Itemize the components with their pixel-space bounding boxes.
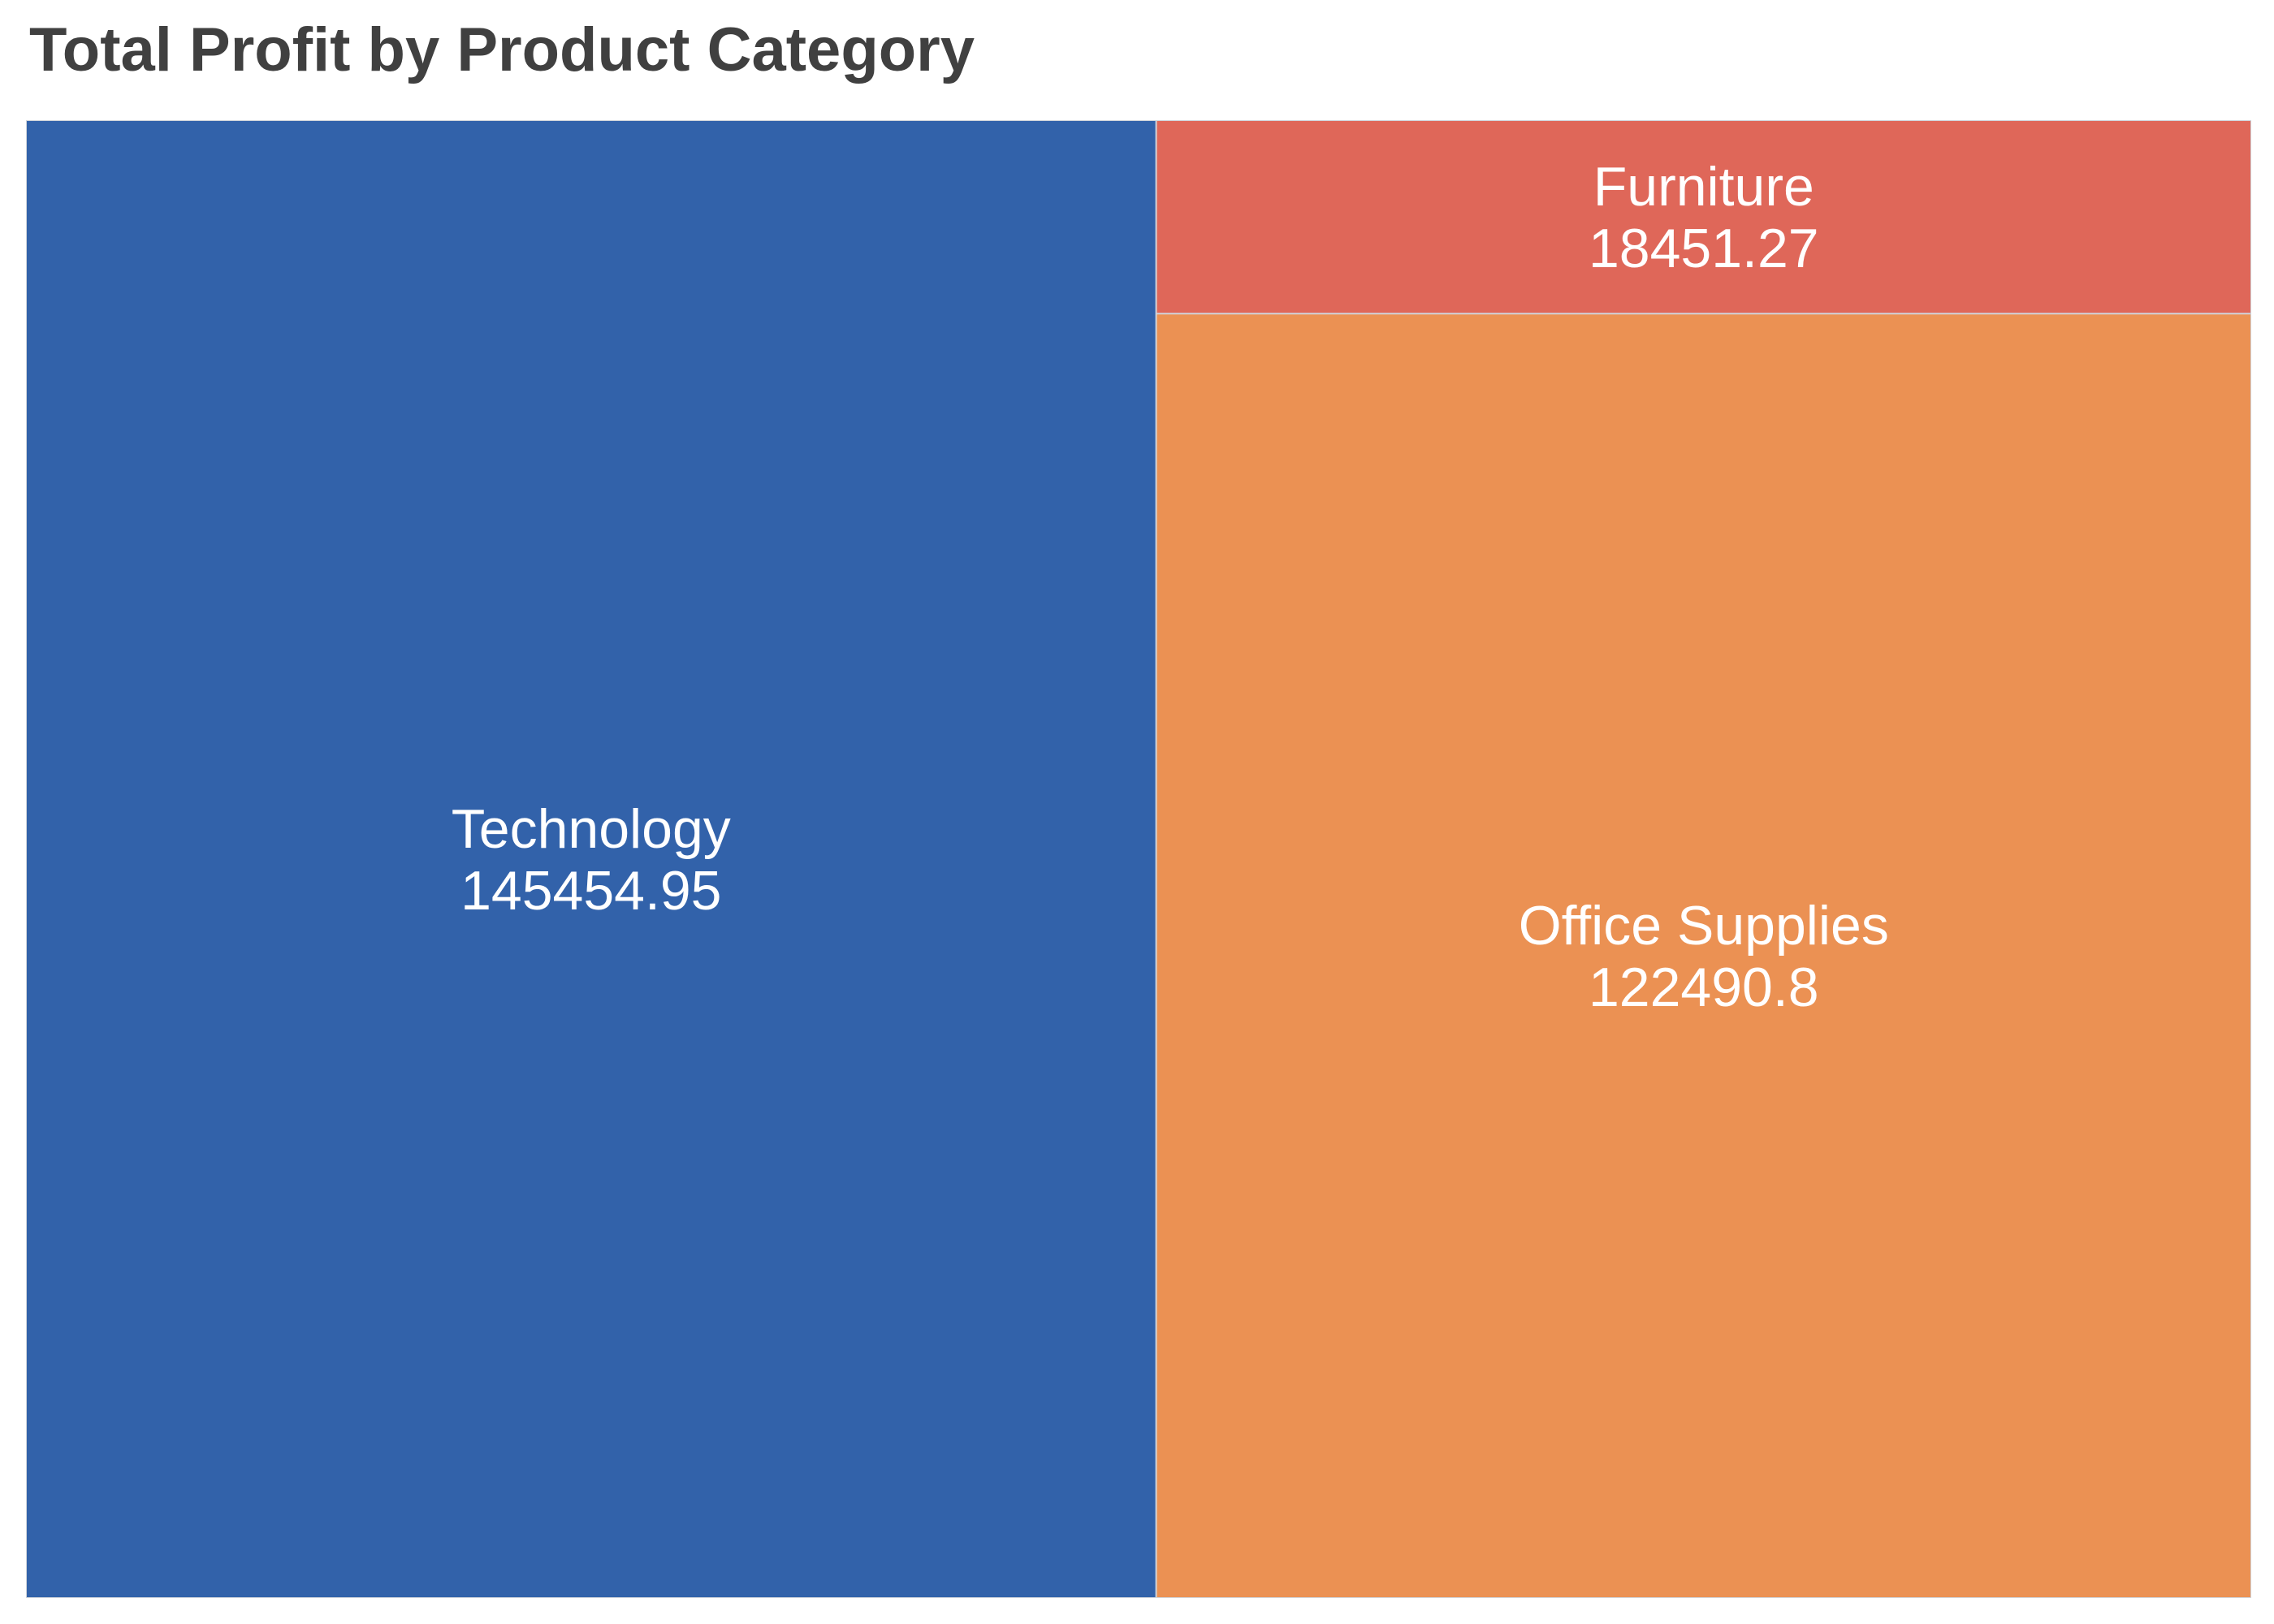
treemap-value-furniture: 18451.27 [1589,218,1819,279]
treemap-rect-technology [27,121,1156,1597]
treemap-label-furniture: Furniture [1593,156,1814,218]
treemap-label-technology: Technology [452,798,731,860]
treemap-plot: Technology145454.95Furniture18451.27Offi… [26,120,2251,1598]
chart-title: Total Profit by Product Category [29,15,975,84]
treemap-label-office-supplies: Office Supplies [1519,895,1889,957]
treemap-rect-office-supplies [1156,314,2250,1598]
treemap-value-technology: 145454.95 [460,860,721,922]
treemap-value-office-supplies: 122490.8 [1589,957,1819,1018]
treemap-rect-furniture [1156,121,2250,313]
